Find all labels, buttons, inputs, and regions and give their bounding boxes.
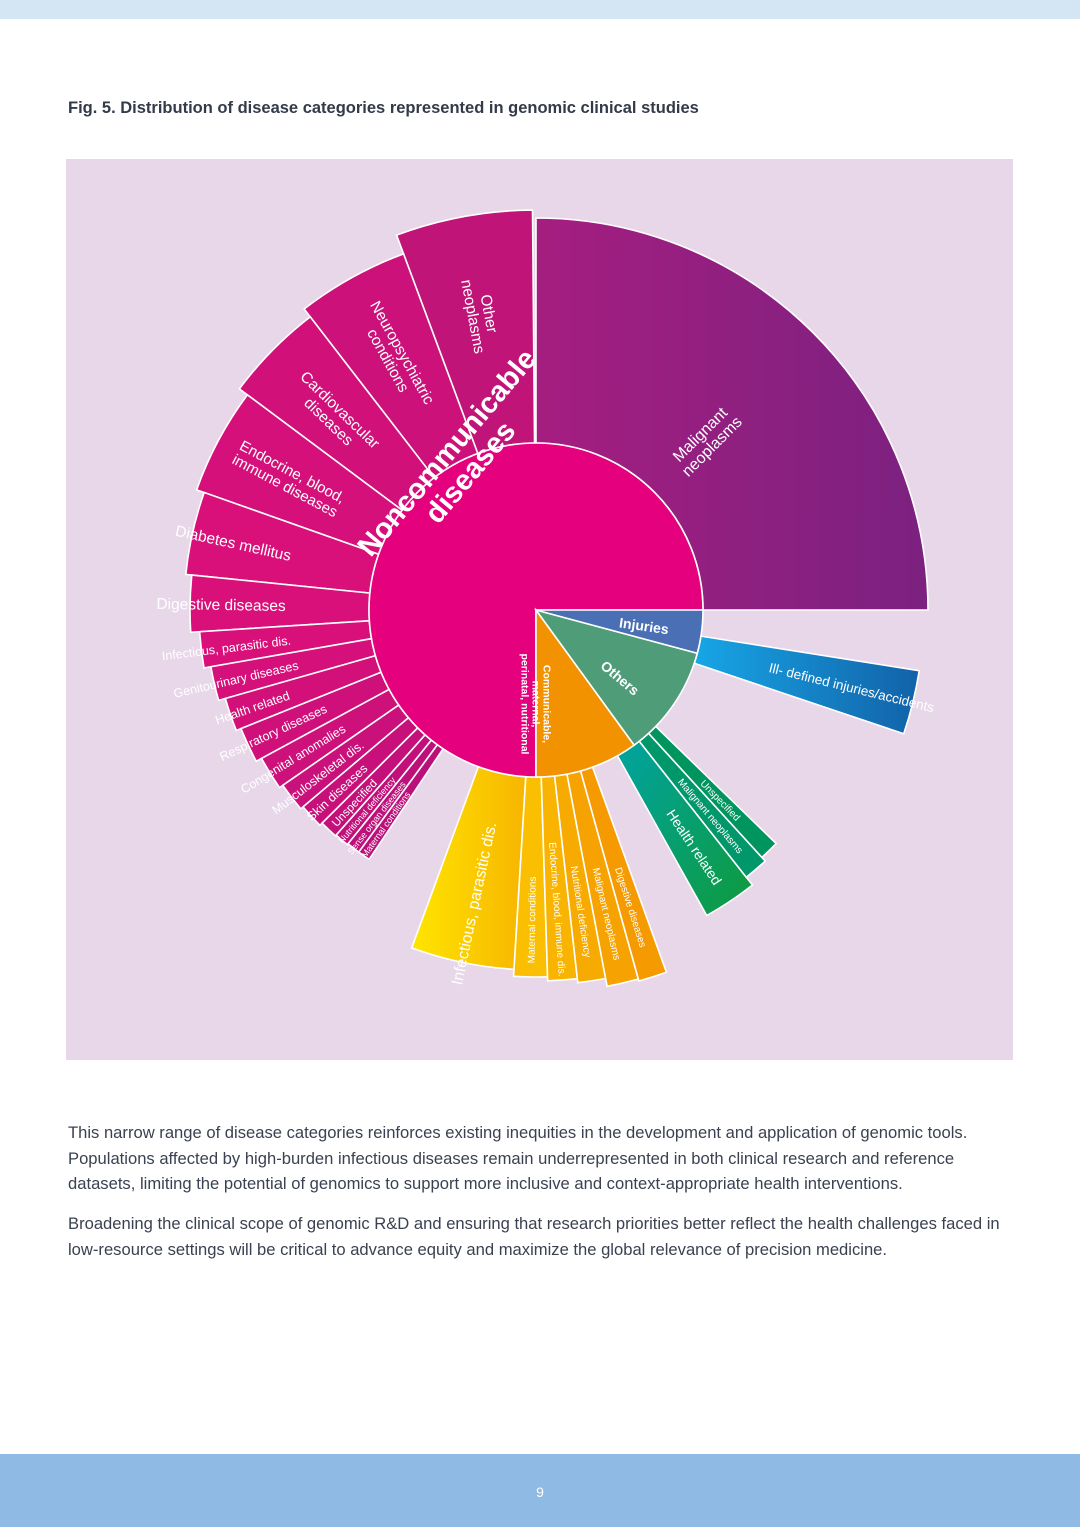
segment-injuries-ill-defined-injuries-accidents	[693, 635, 921, 735]
sunburst-chart: MalignantneoplasmsOtherneoplasmsNeuropsy…	[156, 209, 936, 988]
label-maternal-conditions: Maternal conditions	[527, 877, 539, 964]
inner-sector-noncommunicable-diseases	[368, 442, 704, 778]
body-paragraph-1: This narrow range of disease categories …	[68, 1123, 968, 1193]
body-paragraph-2: Broadening the clinical scope of genomic…	[68, 1214, 1000, 1259]
figure-title: Fig. 5. Distribution of disease categori…	[68, 99, 699, 117]
label-communicable: Communicable,maternal,perinatal, nutriti…	[518, 654, 552, 755]
inner-sector-others	[534, 608, 699, 747]
label-injuries: Injuries	[618, 615, 670, 638]
page-footer: 9	[0, 1454, 1080, 1527]
inner-sector-communicable-maternal-perinatal-nutritional	[535, 607, 636, 778]
inner-sector-injuries	[535, 609, 704, 655]
page-number: 9	[536, 1484, 544, 1500]
top-band	[0, 0, 1080, 19]
chart-panel: Malignantneoplasms Otherneoplasms Neuropsy…	[66, 159, 1013, 1060]
label-digestive-diseases: Digestive diseases	[156, 596, 286, 615]
